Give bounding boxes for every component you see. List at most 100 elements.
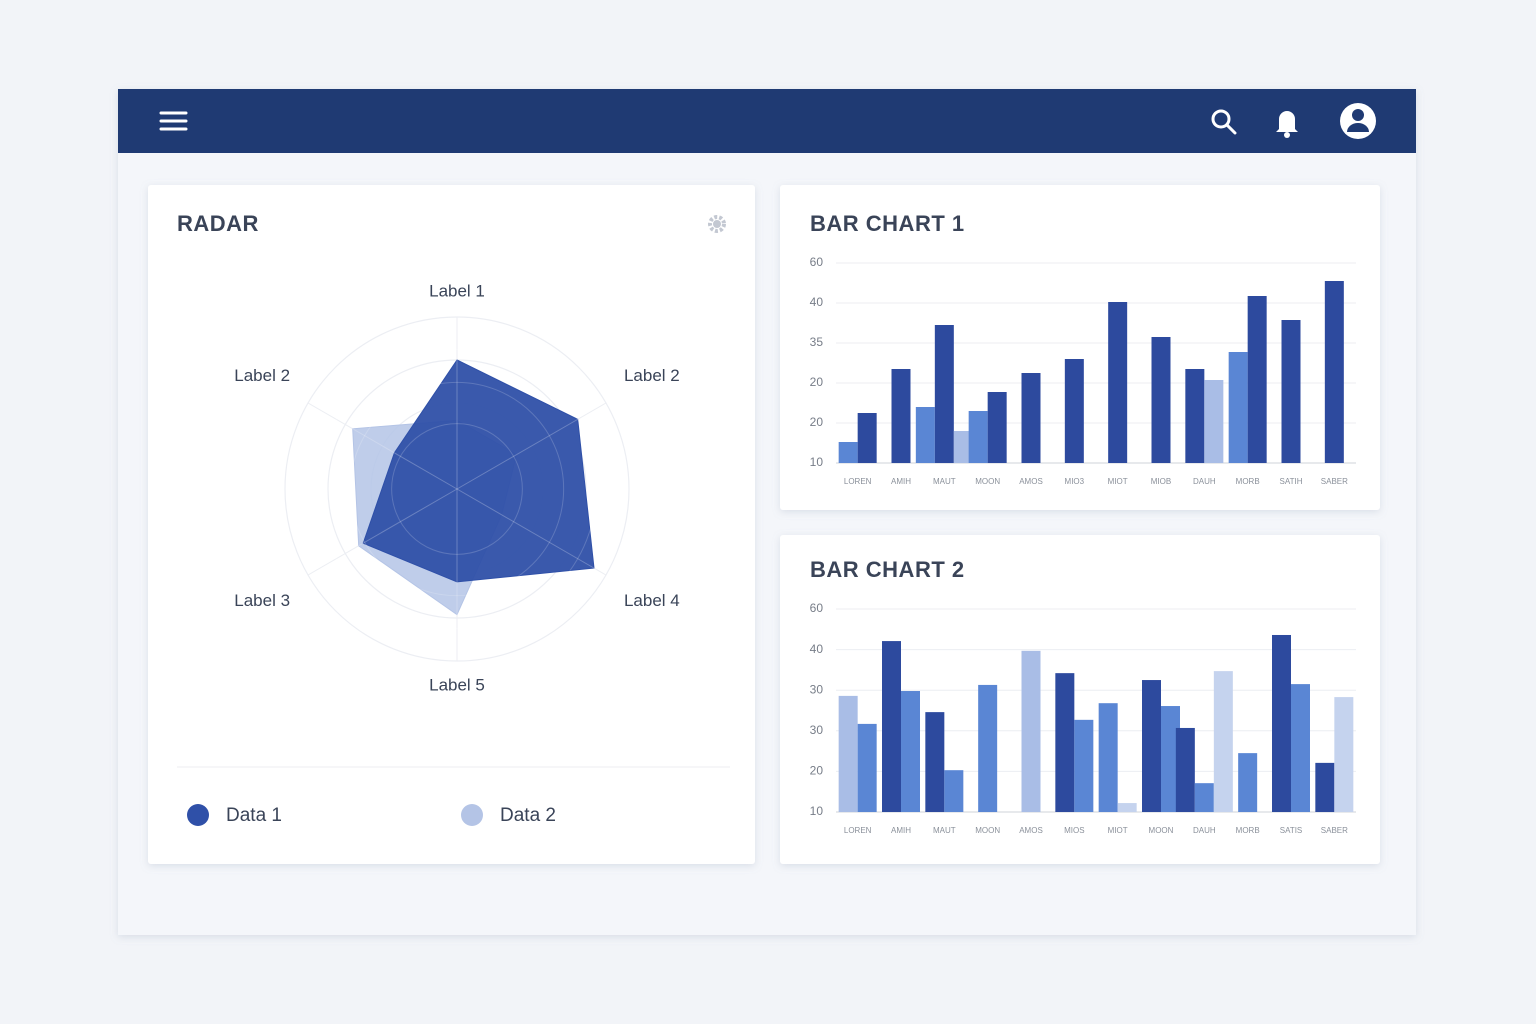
x-tick-label: AMIH (891, 826, 911, 835)
bar (1021, 373, 1041, 463)
x-tick-label: SATIS (1280, 826, 1303, 835)
bar (1213, 671, 1233, 812)
x-tick-label: MAUT (933, 826, 956, 835)
bar (934, 325, 954, 463)
x-tick-label: MIOS (1064, 826, 1084, 835)
bar (1142, 680, 1161, 812)
bar (1272, 634, 1291, 812)
bar (838, 695, 858, 812)
bar (857, 723, 877, 812)
y-tick-label: 60 (810, 601, 824, 615)
axis-label: Label 4 (624, 591, 680, 610)
bar (1064, 359, 1084, 463)
y-tick-label: 60 (810, 255, 824, 269)
x-tick-label: MIOT (1108, 826, 1128, 835)
bar (1074, 719, 1094, 812)
x-tick-label: MORB (1236, 477, 1260, 486)
x-tick-label: DAUH (1193, 477, 1216, 486)
bar (1238, 753, 1258, 812)
radar-axis-overlay (456, 402, 607, 490)
x-tick-label: SABER (1321, 477, 1348, 486)
radar-axis-overlay (456, 488, 607, 576)
bar (891, 369, 911, 463)
menu-icon[interactable] (159, 111, 188, 131)
axis-label: Label 2 (624, 366, 680, 385)
bar (1161, 706, 1180, 812)
card-title: RADAR (177, 211, 259, 236)
card-title: BAR CHART 1 (810, 211, 965, 236)
bar (1117, 803, 1137, 812)
bar (1098, 703, 1118, 812)
y-tick-label: 30 (810, 682, 824, 696)
bar (1175, 727, 1195, 812)
x-tick-label: AMIH (891, 477, 911, 486)
x-tick-label: AMOS (1019, 826, 1043, 835)
grid-ring-overlay (349, 381, 565, 597)
bar (968, 411, 988, 463)
bar (1315, 762, 1335, 812)
bar (1151, 337, 1171, 463)
bar (1055, 673, 1075, 812)
y-tick-label: 40 (810, 642, 824, 656)
bar (838, 442, 858, 463)
axis-label: Label 5 (429, 675, 485, 694)
x-tick-label: MIO3 (1065, 477, 1085, 486)
legend-label: Data 1 (226, 805, 282, 826)
axis-label: Label 2 (234, 366, 290, 385)
x-tick-label: LOREN (844, 477, 872, 486)
y-tick-label: 20 (810, 375, 824, 389)
bar (953, 431, 973, 463)
x-tick-label: MIOT (1108, 477, 1128, 486)
x-tick-label: MOON (975, 826, 1000, 835)
card-title: BAR CHART 2 (810, 557, 965, 582)
x-tick-label: MAUT (933, 477, 956, 486)
top-bar (118, 89, 1416, 153)
x-tick-label: MOON (1149, 826, 1174, 835)
bar (1334, 697, 1354, 812)
y-tick-label: 30 (810, 723, 824, 737)
grid-ring-overlay (317, 349, 597, 629)
bar (1108, 302, 1128, 463)
legend-label: Data 2 (500, 805, 556, 826)
bar (1228, 352, 1248, 463)
legend-swatch (461, 804, 483, 826)
y-tick-label: 10 (810, 804, 824, 818)
bar (944, 770, 964, 812)
x-tick-label: AMOS (1019, 477, 1043, 486)
notification-icon[interactable] (1276, 111, 1298, 138)
y-tick-label: 10 (810, 455, 824, 469)
bar (915, 407, 935, 463)
bar (901, 691, 920, 812)
x-tick-label: MOON (975, 477, 1000, 486)
radar-axis-overlay (307, 402, 458, 490)
axis-label: Label 1 (429, 281, 485, 300)
y-tick-label: 35 (810, 335, 824, 349)
bar (1185, 369, 1205, 463)
bar (1194, 783, 1214, 812)
grid-ring-overlay (391, 423, 523, 555)
search-icon[interactable] (1211, 109, 1237, 135)
bar (882, 641, 901, 812)
legend-swatch (187, 804, 209, 826)
x-tick-label: SABER (1321, 826, 1348, 835)
y-tick-label: 20 (810, 764, 824, 778)
y-tick-label: 40 (810, 295, 824, 309)
bar (1021, 650, 1041, 812)
x-tick-label: MORB (1236, 826, 1260, 835)
bar (925, 712, 945, 812)
bar (987, 392, 1007, 463)
radar-area (362, 359, 595, 583)
settings-icon[interactable] (708, 215, 726, 233)
x-tick-label: DAUH (1193, 826, 1216, 835)
user-avatar[interactable] (1340, 103, 1376, 139)
bar (1291, 684, 1310, 812)
bar (857, 413, 877, 463)
x-tick-label: SATIH (1280, 477, 1303, 486)
bar (1204, 380, 1224, 463)
bar (978, 684, 998, 812)
bar (1247, 296, 1267, 463)
x-tick-label: LOREN (844, 826, 872, 835)
x-tick-label: MIOB (1151, 477, 1171, 486)
